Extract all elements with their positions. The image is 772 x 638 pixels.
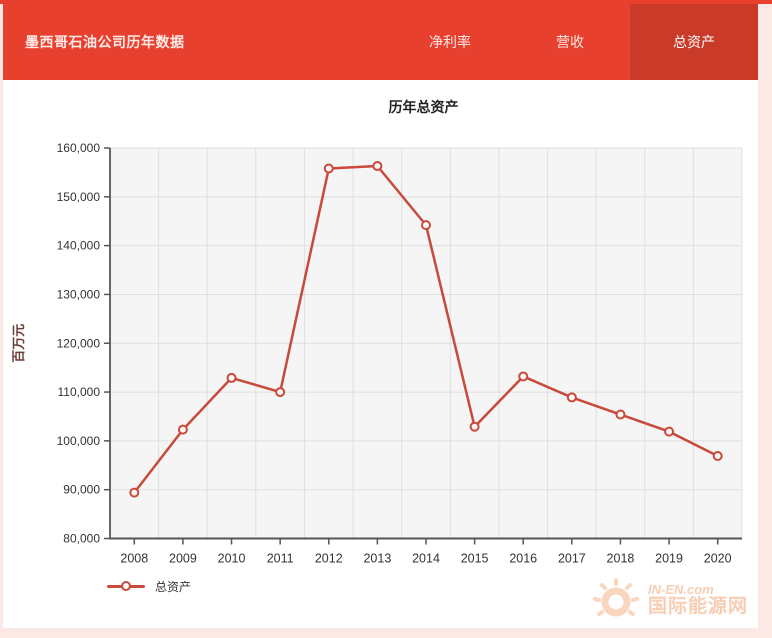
chart-title: 历年总资产 (388, 99, 459, 115)
svg-text:百万元: 百万元 (11, 324, 26, 363)
svg-text:100,000: 100,000 (57, 434, 101, 448)
svg-text:2018: 2018 (607, 552, 635, 566)
svg-text:110,000: 110,000 (58, 385, 101, 399)
svg-text:2019: 2019 (655, 552, 683, 566)
svg-text:2015: 2015 (461, 552, 489, 566)
content-canvas: 墨西哥石油公司历年数据 净利率 营收 总资产 历年总资产 80,000 90,00… (3, 4, 758, 628)
legend-label: 总资产 (155, 579, 192, 594)
tab-total-assets[interactable]: 总资产 (630, 4, 758, 80)
svg-text:2011: 2011 (267, 552, 294, 566)
watermark-line2: 国际能源网 (647, 595, 748, 617)
svg-text:2017: 2017 (558, 552, 586, 566)
svg-text:80,000: 80,000 (63, 532, 100, 546)
svg-text:2014: 2014 (412, 552, 440, 566)
svg-text:90,000: 90,000 (63, 483, 100, 497)
legend-circle-icon (121, 581, 131, 591)
svg-text:2010: 2010 (218, 552, 246, 566)
svg-text:2012: 2012 (315, 552, 343, 566)
app-title: 墨西哥石油公司历年数据 (3, 4, 390, 80)
app-title-text: 墨西哥石油公司历年数据 (25, 34, 185, 50)
svg-text:2020: 2020 (704, 552, 732, 566)
svg-text:140,000: 140,000 (57, 239, 101, 253)
svg-text:130,000: 130,000 (57, 287, 101, 301)
page-top-border (0, 0, 772, 4)
svg-text:120,000: 120,000 (57, 336, 101, 350)
svg-text:2013: 2013 (363, 552, 391, 566)
legend-line-marker (107, 581, 145, 591)
svg-text:2008: 2008 (120, 552, 148, 566)
svg-text:2016: 2016 (509, 552, 537, 566)
svg-text:2009: 2009 (169, 552, 197, 566)
header-bar: 墨西哥石油公司历年数据 净利率 营收 总资产 (3, 4, 758, 80)
svg-text:150,000: 150,000 (57, 190, 101, 204)
chart-svg: 80,000 90,000 100,000 110,000 120,000 130,000… (11, 141, 743, 566)
chart-legend[interactable]: 总资产 (107, 578, 758, 594)
tab-net-margin[interactable]: 净利率 (429, 34, 471, 50)
svg-text:160,000: 160,000 (57, 141, 101, 155)
tab-revenue[interactable]: 营收 (556, 34, 584, 50)
